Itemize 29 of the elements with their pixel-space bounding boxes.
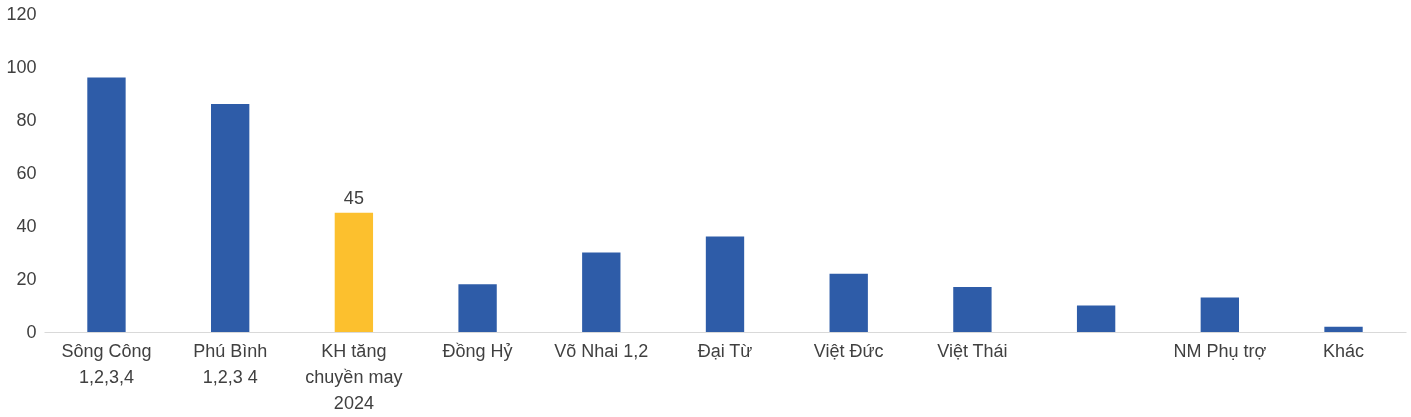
bar xyxy=(1076,305,1116,332)
y-tick-label: 20 xyxy=(16,268,37,289)
y-tick-label: 0 xyxy=(26,321,37,342)
y-tick-label: 40 xyxy=(16,215,37,236)
bar xyxy=(953,286,992,332)
x-tick-label: Phú Bình 1,2,3 4 xyxy=(193,340,268,387)
x-tick-label: Đại Từ xyxy=(697,340,753,361)
x-tick-label: Võ Nhai 1,2 xyxy=(554,340,649,361)
bar xyxy=(87,77,126,332)
y-tick-label: 100 xyxy=(6,56,37,77)
bar xyxy=(705,236,745,332)
data-label: 45 xyxy=(343,187,364,208)
bar xyxy=(1324,326,1363,332)
x-tick-label: Khác xyxy=(1323,340,1365,361)
x-tick-label: Đồng Hỷ xyxy=(442,340,513,361)
bar xyxy=(458,284,497,332)
y-tick-label: 80 xyxy=(16,109,37,130)
bar xyxy=(211,104,250,332)
x-tick-label: KH tăng chuyền may 2024 xyxy=(305,340,403,413)
x-tick-label: Sông Công 1,2,3,4 xyxy=(61,340,152,387)
bar xyxy=(334,212,374,332)
x-tick-label: Việt Đức xyxy=(813,340,884,361)
x-tick-label: NM Phụ trợ xyxy=(1173,340,1267,361)
y-tick-label: 60 xyxy=(16,162,37,183)
bar xyxy=(582,252,621,332)
x-tick-label: Việt Thái xyxy=(937,340,1008,361)
y-tick-label: 120 xyxy=(6,3,37,24)
bar xyxy=(1200,297,1239,332)
bar xyxy=(829,273,868,332)
